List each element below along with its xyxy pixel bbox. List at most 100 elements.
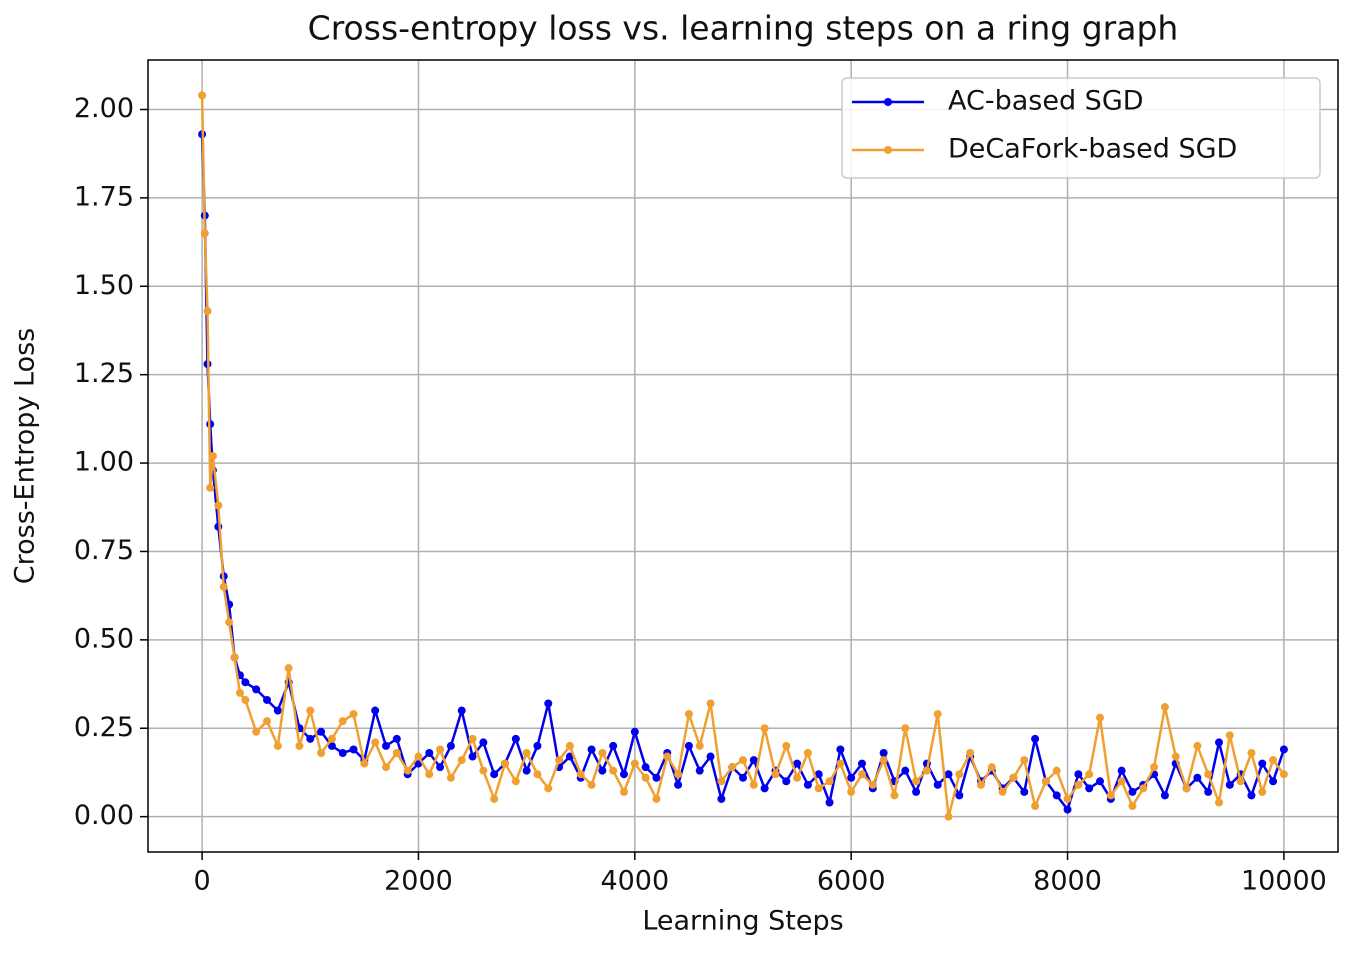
- data-point: [468, 752, 477, 761]
- data-point: [1074, 780, 1083, 789]
- data-point: [684, 741, 693, 750]
- legend-label: DeCaFork-based SGD: [948, 134, 1237, 165]
- data-point: [1117, 766, 1126, 775]
- data-point: [1063, 805, 1072, 814]
- data-point: [782, 741, 791, 750]
- data-point: [306, 734, 315, 743]
- data-point: [1247, 791, 1256, 800]
- data-point: [252, 727, 261, 736]
- data-point: [966, 749, 975, 757]
- legend-label: AC-based SGD: [948, 86, 1144, 117]
- data-point: [533, 770, 542, 779]
- data-point: [371, 706, 380, 715]
- data-point: [382, 741, 390, 750]
- x-axis-label: Learning Steps: [642, 906, 843, 937]
- data-point: [1247, 749, 1256, 757]
- data-point: [620, 787, 628, 796]
- data-point: [836, 759, 845, 768]
- data-point: [749, 756, 758, 765]
- data-point: [858, 770, 866, 779]
- data-point: [587, 745, 596, 754]
- data-point: [457, 706, 466, 715]
- data-point: [901, 766, 910, 775]
- data-point: [933, 780, 942, 789]
- series-line: [200, 134, 1286, 813]
- data-point: [371, 738, 380, 747]
- data-point: [847, 773, 856, 782]
- legend-marker: [884, 146, 892, 154]
- data-point: [868, 780, 877, 789]
- data-point: [1139, 784, 1148, 793]
- data-point: [1204, 770, 1213, 779]
- y-tick-label: 1.75: [74, 181, 134, 212]
- data-point: [1020, 787, 1029, 796]
- data-point: [544, 699, 553, 708]
- data-point: [630, 727, 639, 736]
- data-point: [695, 766, 704, 775]
- data-point: [1041, 777, 1050, 786]
- y-tick-label: 2.00: [74, 93, 134, 124]
- data-point: [235, 688, 244, 697]
- data-point: [1074, 770, 1083, 779]
- data-point: [652, 794, 661, 803]
- data-point: [609, 741, 618, 750]
- data-point: [987, 763, 996, 772]
- data-point: [641, 773, 650, 782]
- data-point: [1182, 784, 1191, 793]
- data-point: [825, 777, 834, 786]
- data-point: [392, 734, 401, 743]
- data-point: [1193, 741, 1202, 750]
- y-tick-label: 0.50: [74, 623, 134, 654]
- data-point: [977, 780, 985, 789]
- data-point: [858, 759, 866, 768]
- data-point: [392, 749, 401, 757]
- data-point: [879, 756, 888, 765]
- data-point: [1160, 703, 1169, 712]
- data-point: [847, 787, 856, 796]
- data-point: [955, 791, 964, 800]
- data-point: [814, 784, 823, 793]
- data-point: [338, 717, 347, 726]
- data-point: [1106, 791, 1115, 800]
- data-point: [468, 734, 477, 743]
- data-point: [446, 741, 455, 750]
- data-point: [1031, 802, 1040, 811]
- data-point: [1128, 802, 1137, 811]
- data-point: [1269, 756, 1278, 765]
- data-point: [306, 706, 315, 715]
- data-point: [1128, 787, 1137, 796]
- data-point: [803, 749, 812, 757]
- data-point: [728, 763, 737, 772]
- data-point: [1258, 759, 1267, 768]
- data-point: [1150, 763, 1159, 772]
- data-point: [501, 759, 509, 768]
- y-axis-label: Cross-Entropy Loss: [10, 328, 41, 584]
- data-point: [1052, 766, 1061, 775]
- data-point: [446, 773, 455, 782]
- data-point: [436, 763, 445, 772]
- data-point: [544, 784, 553, 793]
- data-point: [382, 763, 390, 772]
- data-point: [674, 780, 683, 789]
- y-tick-label: 0.75: [74, 535, 134, 566]
- data-point: [1204, 787, 1213, 796]
- data-point: [706, 752, 715, 761]
- data-point: [230, 653, 239, 662]
- data-point: [793, 759, 802, 768]
- data-point: [349, 710, 358, 719]
- data-point: [955, 770, 964, 779]
- data-point: [338, 749, 347, 757]
- data-point: [641, 763, 650, 772]
- data-point: [1269, 777, 1278, 786]
- data-point: [241, 695, 250, 704]
- data-point: [933, 710, 942, 719]
- data-point: [533, 741, 542, 750]
- legend-box: [841, 77, 1321, 179]
- data-point: [739, 756, 747, 765]
- data-point: [749, 780, 758, 789]
- data-point: [206, 483, 215, 492]
- data-point: [263, 695, 271, 704]
- y-tick-label: 1.50: [74, 270, 134, 301]
- data-point: [782, 777, 791, 786]
- data-point: [793, 773, 802, 782]
